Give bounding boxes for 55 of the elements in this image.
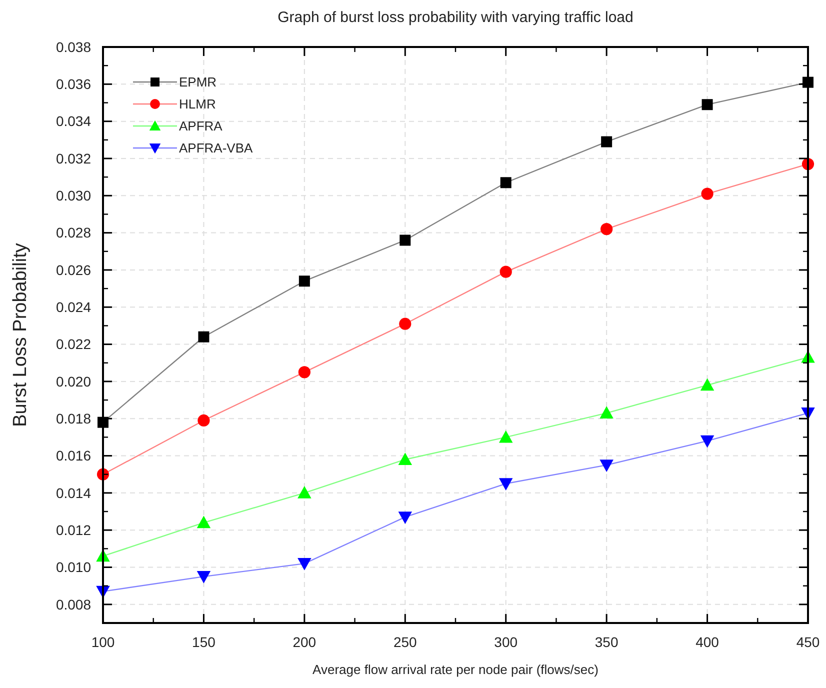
x-tick-label: 300: [494, 634, 518, 650]
y-tick-label: 0.032: [56, 150, 92, 166]
point: [600, 406, 614, 419]
x-tick-label: 450: [796, 634, 820, 650]
y-axis-title: Burst Loss Probability: [10, 242, 31, 427]
y-tick-label: 0.038: [56, 38, 92, 55]
x-tick-label: 350: [594, 634, 618, 650]
y-tick-label: 0.030: [56, 188, 92, 204]
y-tick-label: 0.026: [56, 262, 92, 278]
y-tick-label: 0.028: [56, 224, 92, 241]
x-tick-label: 250: [393, 634, 418, 650]
point: [701, 188, 714, 200]
x-axis-title: Average flow arrival rate per node pair (flows/sec): [312, 662, 598, 677]
point: [500, 266, 512, 278]
point: [600, 223, 613, 236]
point: [702, 99, 713, 110]
y-tick-label: 0.014: [56, 484, 92, 501]
point: [700, 378, 714, 391]
y-tick-label: 0.010: [56, 559, 92, 576]
point: [498, 430, 513, 443]
x-tick-label: 100: [91, 634, 115, 650]
chart-title: Graph of burst loss probability with varying traffic load: [278, 9, 634, 26]
y-tick-label: 0.020: [56, 373, 92, 390]
point: [398, 452, 412, 465]
point: [399, 318, 412, 330]
x-tick-label: 200: [292, 634, 316, 650]
x-tick-label: 400: [696, 634, 720, 650]
point: [400, 234, 411, 246]
legend-label: HLMR: [179, 96, 216, 112]
legend-label: APFRA-VBA: [179, 140, 254, 156]
point: [198, 331, 210, 342]
point: [498, 478, 513, 491]
y-tick-label: 0.008: [56, 596, 92, 612]
point: [298, 276, 310, 287]
point: [600, 460, 614, 472]
point: [700, 435, 714, 448]
y-tick-label: 0.012: [56, 522, 92, 538]
point: [500, 177, 512, 188]
point: [196, 516, 211, 528]
y-tick-label: 0.022: [56, 336, 92, 352]
y-tick-label: 0.036: [56, 76, 92, 92]
point: [298, 558, 312, 570]
point: [298, 366, 310, 378]
legend-label: EPMR: [179, 74, 217, 90]
x-tick-label: 150: [192, 634, 216, 650]
y-tick-label: 0.024: [56, 299, 92, 316]
y-tick-label: 0.016: [56, 448, 92, 464]
point: [196, 571, 211, 584]
y-tick-label: 0.034: [56, 113, 92, 130]
point: [298, 486, 312, 498]
y-tick-label: 0.018: [56, 410, 92, 427]
point: [198, 414, 210, 427]
point: [601, 136, 612, 148]
legend-label: APFRA: [179, 118, 223, 134]
point: [398, 512, 412, 524]
